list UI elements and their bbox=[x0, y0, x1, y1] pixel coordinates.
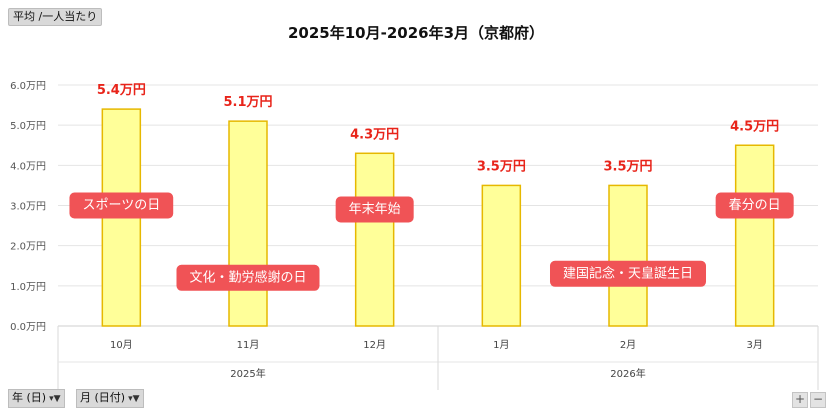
x-tick-label: 11月 bbox=[237, 339, 260, 351]
x-tick-label: 10月 bbox=[110, 339, 133, 351]
x-tick-label: 3月 bbox=[746, 339, 762, 351]
y-tick-label: 0.0万円 bbox=[10, 322, 46, 333]
value-label: 3.5万円 bbox=[477, 159, 526, 174]
annotation-text: 建国記念・天皇誕生日 bbox=[563, 265, 693, 281]
value-label: 4.5万円 bbox=[730, 119, 779, 134]
zoom-in-button[interactable]: + bbox=[792, 392, 808, 408]
annotation-callout bbox=[69, 192, 174, 219]
annotation-callout bbox=[176, 264, 320, 291]
value-label: 3.5万円 bbox=[603, 159, 652, 174]
value-label: 5.1万円 bbox=[223, 95, 272, 110]
group-label: 2025年 bbox=[230, 367, 265, 380]
filter-month-button[interactable]: 月 (日付) ▾▼ bbox=[76, 389, 144, 408]
annotation-callout bbox=[549, 260, 707, 287]
y-tick-label: 6.0万円 bbox=[10, 81, 46, 92]
filter-year-button[interactable]: 年 (日) ▾▼ bbox=[8, 389, 65, 408]
filter-year-label: 年 (日) bbox=[12, 391, 47, 404]
annotation-text: 年末年始 bbox=[349, 202, 401, 217]
x-tick-label: 1月 bbox=[493, 339, 509, 351]
y-tick-label: 2.0万円 bbox=[10, 242, 46, 253]
bar bbox=[734, 144, 775, 327]
zoom-out-button[interactable]: − bbox=[810, 392, 826, 408]
annotation-text: 春分の日 bbox=[729, 198, 781, 213]
annotation-callout bbox=[715, 192, 794, 219]
bar bbox=[608, 184, 648, 327]
bar bbox=[228, 120, 268, 327]
y-tick-label: 1.0万円 bbox=[10, 282, 46, 293]
x-tick-label: 2月 bbox=[620, 339, 636, 351]
y-tick-label: 3.0万円 bbox=[10, 202, 46, 213]
annotation-callout bbox=[335, 196, 414, 223]
filter-month-label: 月 (日付) bbox=[80, 391, 126, 404]
value-label: 5.4万円 bbox=[97, 83, 146, 98]
annotation-text: スポーツの日 bbox=[82, 198, 160, 213]
y-tick-label: 4.0万円 bbox=[10, 161, 46, 172]
bar bbox=[481, 184, 522, 327]
x-tick-label: 12月 bbox=[363, 339, 386, 351]
group-label: 2026年 bbox=[610, 367, 645, 380]
y-tick-label: 5.0万円 bbox=[10, 121, 46, 132]
bar bbox=[354, 152, 395, 327]
field-button-average[interactable]: 平均 /一人当たり bbox=[8, 8, 103, 26]
filter-icon: ▾▼ bbox=[49, 394, 61, 404]
filter-icon: ▾▼ bbox=[128, 394, 140, 404]
annotation-text: 文化・勤労感謝の日 bbox=[189, 269, 306, 285]
chart-title: 2025年10月-2026年3月（京都府） bbox=[287, 24, 545, 42]
value-label: 4.3万円 bbox=[350, 127, 399, 142]
